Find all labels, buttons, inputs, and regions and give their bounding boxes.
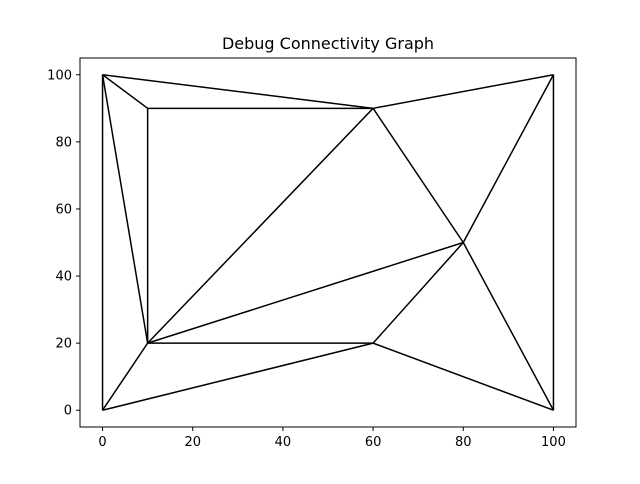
graph-edge-1 <box>102 74 149 109</box>
graph-edge-13 <box>372 74 554 110</box>
graph-edge-15 <box>462 74 555 243</box>
edges-layer <box>101 74 555 411</box>
x-tick-label: 60 <box>365 435 382 450</box>
y-tick-label: 20 <box>55 337 72 352</box>
plot-frame <box>79 57 577 428</box>
y-tick-label: 60 <box>55 202 72 217</box>
graph-edge-16 <box>462 242 555 411</box>
x-tick-label: 40 <box>275 435 292 450</box>
x-axis: 0 20 40 60 80 100 <box>98 427 566 450</box>
y-tick-label: 40 <box>55 270 72 285</box>
y-tick-label: 100 <box>47 68 72 83</box>
graph-edge-11 <box>372 241 464 344</box>
x-tick-label: 20 <box>184 435 201 450</box>
x-tick-label: 100 <box>541 435 566 450</box>
graph-edge-12 <box>372 342 554 411</box>
graph-edge-9 <box>147 241 464 344</box>
graph-edge-14 <box>372 107 464 243</box>
graph-edge-3 <box>102 74 374 110</box>
graph-edge-8 <box>147 107 374 344</box>
graph-edge-2 <box>101 74 149 344</box>
graph-edge-6 <box>101 342 149 411</box>
graph-edge-7 <box>102 342 374 411</box>
y-axis: 0 20 40 60 80 100 <box>47 68 80 419</box>
y-tick-label: 80 <box>55 135 72 150</box>
chart-title: Debug Connectivity Graph <box>222 34 434 53</box>
x-tick-label: 80 <box>455 435 472 450</box>
y-tick-label: 0 <box>64 404 72 419</box>
x-tick-label: 0 <box>98 435 106 450</box>
